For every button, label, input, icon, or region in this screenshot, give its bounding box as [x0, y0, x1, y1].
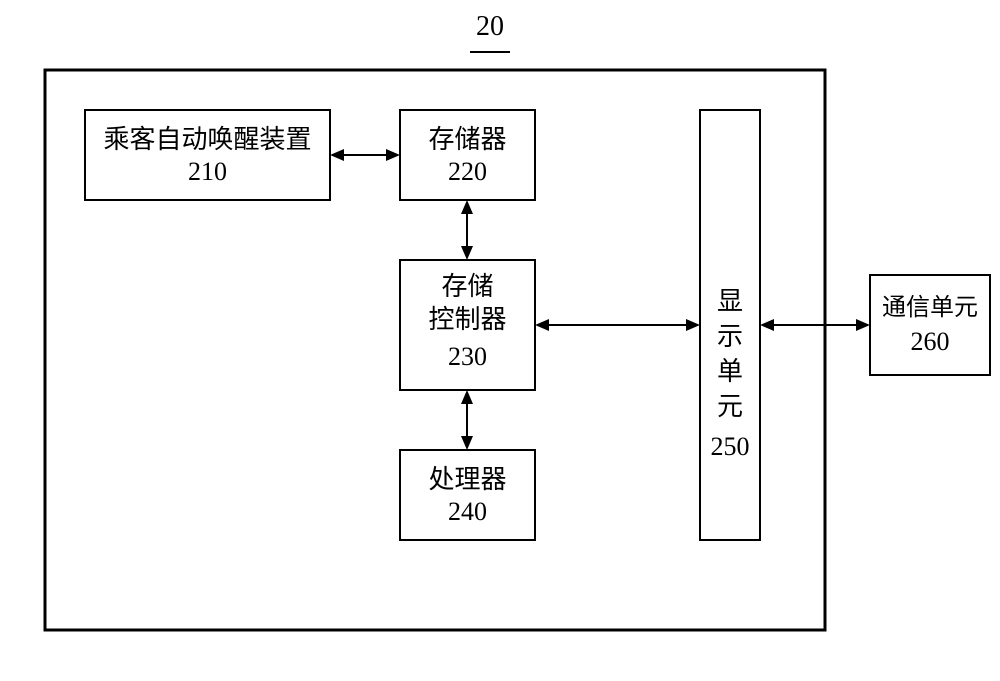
- node-label: 250: [711, 432, 750, 461]
- node-label: 230: [448, 342, 487, 371]
- node-label: 210: [188, 157, 227, 186]
- diagram-title: 20: [476, 11, 504, 42]
- node-label: 通信单元: [882, 294, 978, 321]
- node-label: 处理器: [428, 465, 506, 494]
- node-n240: 处理器 240: [400, 450, 535, 540]
- node-n210: 乘客自动唤醒装置 210: [85, 110, 330, 200]
- node-label: 260: [911, 327, 950, 356]
- node-n250: 显示单元 250: [700, 110, 760, 540]
- node-label: 示: [717, 322, 743, 351]
- node-label: 单: [717, 357, 743, 386]
- node-label: 220: [448, 157, 487, 186]
- node-label: 存储器: [428, 125, 506, 154]
- diagram-canvas: 20 乘客自动唤醒装置 210 存储器 220 存储控制器 230 处理器 240 显示单元 250…: [0, 0, 1000, 681]
- node-label: 元: [717, 392, 743, 421]
- node-label: 控制器: [428, 305, 506, 334]
- node-label: 存储: [441, 272, 493, 301]
- node-label: 240: [448, 497, 487, 526]
- node-label: 乘客自动唤醒装置: [103, 125, 311, 154]
- node-label: 显: [717, 287, 743, 316]
- node-n230: 存储控制器 230: [400, 260, 535, 390]
- node-n220: 存储器 220: [400, 110, 535, 200]
- node-n260: 通信单元 260: [870, 275, 990, 375]
- arrow-head: [856, 319, 870, 331]
